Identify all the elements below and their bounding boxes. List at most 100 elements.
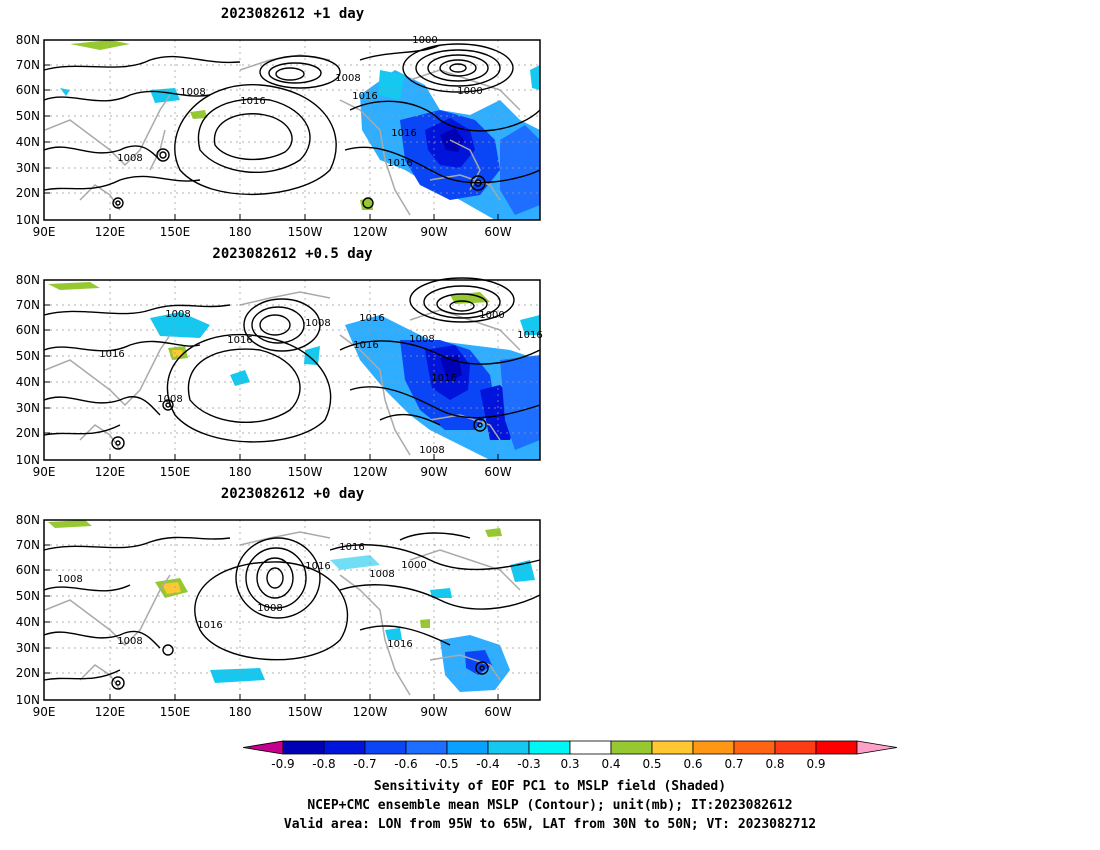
lat-label: 60N <box>16 563 40 577</box>
lat-label: 50N <box>16 109 40 123</box>
map-panel-1: 1000 1008 1008 1016 1016 1016 1016 1008 … <box>16 33 541 239</box>
lat-label: 70N <box>16 538 40 552</box>
colorbar-cell <box>282 740 325 755</box>
colorbar-tick-labels: -0.9 -0.8 -0.7 -0.6 -0.5 -0.4 -0.3 0.3 0… <box>271 757 825 771</box>
lon-label: 150W <box>288 705 323 719</box>
lon-label: 120W <box>353 225 388 239</box>
lon-label: 150E <box>160 705 191 719</box>
lon-label: 150E <box>160 465 191 479</box>
sensitivity-shading <box>48 520 535 692</box>
caption-line-1: Sensitivity of EOF PC1 to MSLP field (Sh… <box>373 779 727 794</box>
contour-label: 1008 <box>409 334 434 345</box>
lon-label: 180 <box>229 465 252 479</box>
lon-label: 120E <box>95 705 126 719</box>
colorbar-tick-label: 0.9 <box>806 757 825 771</box>
contour-label: 1016 <box>353 340 378 351</box>
colorbar-cell <box>487 740 530 755</box>
lon-label: 60W <box>484 705 511 719</box>
contour-label: 1008 <box>180 87 205 98</box>
caption-line-2: NCEP+CMC ensemble mean MSLP (Contour); u… <box>307 798 793 813</box>
colorbar-cell <box>569 740 612 755</box>
map-frame <box>43 39 541 221</box>
colorbar-tick-label: -0.8 <box>312 757 335 771</box>
lat-label: 10N <box>16 453 40 467</box>
contour-label: 1000 <box>401 560 426 571</box>
colorbar-cell <box>733 740 776 755</box>
map-frame <box>43 519 541 701</box>
contour-label: 1016 <box>391 128 416 139</box>
contour-label: 1008 <box>305 318 330 329</box>
lat-label: 50N <box>16 349 40 363</box>
colorbar-cells <box>242 740 898 755</box>
lon-label: 120W <box>353 705 388 719</box>
lon-label: 90W <box>420 705 447 719</box>
lat-label: 80N <box>16 513 40 527</box>
colorbar-cell <box>528 740 571 755</box>
lat-label: 80N <box>16 273 40 287</box>
contour-label: 1016 <box>305 561 330 572</box>
contour-label: 1008 <box>257 603 282 614</box>
contour-label: 1008 <box>419 445 444 456</box>
lon-label: 90E <box>33 225 56 239</box>
colorbar-tick-label: -0.9 <box>271 757 294 771</box>
colorbar-cell <box>610 740 653 755</box>
colorbar-cell <box>446 740 489 755</box>
colorbar-tick-label: 0.3 <box>560 757 579 771</box>
map-panel-3: 1008 1016 1008 1008 1016 1016 1008 1000 … <box>16 513 541 719</box>
colorbar-right-arrow <box>856 740 898 755</box>
colorbar-tick-label: 0.8 <box>765 757 784 771</box>
lon-label: 90W <box>420 225 447 239</box>
contour-label: 1008 <box>165 309 190 320</box>
contour-label: 1016 <box>387 639 412 650</box>
colorbar-cell <box>651 740 694 755</box>
contour-label: 1000 <box>457 86 482 97</box>
colorbar-tick-label: 0.7 <box>724 757 743 771</box>
lon-label: 90E <box>33 465 56 479</box>
lon-label: 90E <box>33 705 56 719</box>
tick-marks <box>44 64 499 220</box>
lon-label: 120E <box>95 465 126 479</box>
lon-label: 150E <box>160 225 191 239</box>
contour-label: 1016 <box>99 349 124 360</box>
sensitivity-shading <box>60 40 540 220</box>
colorbar-tick-label: 0.6 <box>683 757 702 771</box>
panel-title-3: 2023082612 +0 day <box>220 486 365 502</box>
lat-label: 70N <box>16 298 40 312</box>
lat-label: 80N <box>16 33 40 47</box>
coastlines <box>44 531 521 696</box>
contour-label: 1016 <box>359 313 384 324</box>
lat-label: 60N <box>16 83 40 97</box>
lon-labels: 90E 120E 150E 180 150W 120W 90W 60W <box>33 705 512 719</box>
contour-label: 1016 <box>387 158 412 169</box>
contour-labels: 1008 1016 1008 1008 1016 1016 1008 1000 … <box>57 542 426 650</box>
lon-label: 150W <box>288 465 323 479</box>
lat-label: 40N <box>16 615 40 629</box>
colorbar-left-arrow <box>242 740 284 755</box>
colorbar-cell <box>692 740 735 755</box>
colorbar-cell <box>774 740 817 755</box>
lat-label: 40N <box>16 135 40 149</box>
contour-label: 1008 <box>117 636 142 647</box>
colorbar-cell <box>323 740 366 755</box>
lon-label: 60W <box>484 465 511 479</box>
contour-label: 1016 <box>339 542 364 553</box>
panel-title-1: 2023082612 +1 day <box>220 6 365 22</box>
colorbar-cell <box>364 740 407 755</box>
lon-label: 90W <box>420 465 447 479</box>
lat-label: 40N <box>16 375 40 389</box>
colorbar: -0.9 -0.8 -0.7 -0.6 -0.5 -0.4 -0.3 0.3 0… <box>242 740 898 771</box>
contour-label: 1016 <box>197 620 222 631</box>
colorbar-tick-label: -0.7 <box>353 757 376 771</box>
lat-label: 30N <box>16 401 40 415</box>
colorbar-cell <box>815 740 858 755</box>
lon-label: 120E <box>95 225 126 239</box>
contour-label: 1008 <box>157 394 182 405</box>
lat-label: 30N <box>16 161 40 175</box>
contour-label: 1016 <box>352 91 377 102</box>
contour-label: 1016 <box>227 335 252 346</box>
map-panel-2: 1008 1016 1016 1008 1008 1016 1016 1000 … <box>16 273 543 479</box>
colorbar-tick-label: 0.5 <box>642 757 661 771</box>
tick-marks <box>44 304 499 460</box>
lat-label: 70N <box>16 58 40 72</box>
lon-label: 150W <box>288 225 323 239</box>
